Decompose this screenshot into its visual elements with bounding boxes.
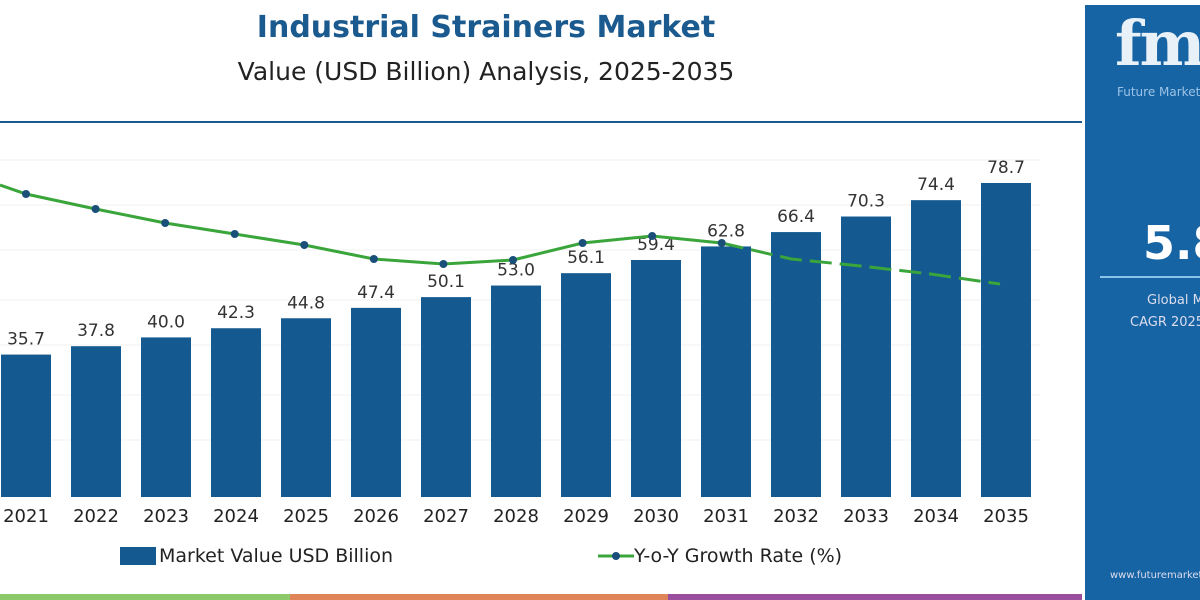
side-panel: fmi Future Market Insights 5.8% Global M… <box>1085 5 1200 600</box>
growth-marker-2029 <box>578 239 587 247</box>
website-url: www.futuremarketinsights.com <box>1110 570 1200 581</box>
x-tick-2022: 2022 <box>73 506 119 527</box>
x-tick-2023: 2023 <box>143 506 189 527</box>
bar-2023 <box>141 337 191 497</box>
stripe-orange <box>290 594 668 600</box>
cagr-label-2: CAGR 2025-2035 <box>1130 315 1200 330</box>
growth-line-dashed <box>721 241 1001 286</box>
data-label-2035: 78.7 <box>987 158 1025 178</box>
data-label-2027: 50.1 <box>427 272 465 292</box>
data-label-2031: 62.8 <box>707 221 745 241</box>
data-label-2022: 37.8 <box>77 321 115 341</box>
bar-2030 <box>631 260 681 497</box>
data-label-2025: 44.8 <box>287 293 325 313</box>
legend-line-label: Y-o-Y Growth Rate (%) <box>634 545 843 567</box>
bar-2024 <box>211 328 261 497</box>
legend-line: Y-o-Y Growth Rate (%) <box>598 545 842 567</box>
x-tick-2025: 2025 <box>283 506 329 527</box>
growth-line-solid <box>0 183 722 266</box>
bar-2027 <box>421 297 471 497</box>
legend-bar-swatch <box>120 547 156 565</box>
fmi-logo: fmi <box>1115 7 1200 80</box>
growth-marker-2028 <box>509 256 517 264</box>
bar-2025 <box>281 318 331 497</box>
x-tick-2033: 2033 <box>843 506 889 527</box>
x-tick-2030: 2030 <box>633 506 679 527</box>
x-tick-2035: 2035 <box>983 506 1029 527</box>
growth-marker-2030 <box>648 232 657 240</box>
x-tick-2029: 2029 <box>563 506 609 527</box>
legend-bar-label: Market Value USD Billion <box>159 545 394 567</box>
legend-bar: Market Value USD Billion <box>120 545 393 567</box>
bar-2035 <box>981 183 1031 497</box>
x-tick-2026: 2026 <box>353 506 399 527</box>
bar-2033 <box>841 216 891 497</box>
cagr-label-1: Global Market <box>1147 293 1200 308</box>
growth-marker-2026 <box>369 255 378 263</box>
title-divider <box>0 121 1082 123</box>
growth-marker-2031 <box>717 239 726 247</box>
bar-2029 <box>561 273 611 497</box>
bar-2028 <box>491 285 541 497</box>
stripe-green <box>0 594 290 600</box>
x-tick-2031: 2031 <box>703 506 749 527</box>
x-tick-2024: 2024 <box>213 506 259 527</box>
bar-2022 <box>71 346 121 497</box>
data-label-2034: 74.4 <box>917 175 955 195</box>
bar-2031 <box>701 246 751 497</box>
bar-2034 <box>911 200 961 497</box>
data-label-2028: 53.0 <box>497 261 535 281</box>
growth-marker-2021 <box>22 190 30 198</box>
brand-name: Future Market Insights <box>1117 85 1200 99</box>
growth-marker-2025 <box>300 241 309 249</box>
growth-marker-2024 <box>230 230 239 238</box>
x-tick-2021: 2021 <box>3 506 49 527</box>
bar-2026 <box>351 307 401 497</box>
data-label-2032: 66.4 <box>777 207 815 227</box>
legend-line-swatch <box>598 552 634 560</box>
side-divider <box>1100 276 1200 278</box>
data-label-2021: 35.7 <box>7 330 45 350</box>
bar-2021 <box>1 354 51 497</box>
chart-plot: 35.7 2021 37.8 2022 40.0 2023 42.3 2024 44.8 2025… <box>0 158 1040 527</box>
stripe-purple <box>668 594 1082 600</box>
chart-subtitle: Value (USD Billion) Analysis, 2025-2035 <box>237 57 735 86</box>
x-tick-2032: 2032 <box>773 506 819 527</box>
chart-title: Industrial Strainers Market <box>256 10 716 45</box>
data-label-2030: 59.4 <box>637 235 675 255</box>
x-tick-2028: 2028 <box>493 506 539 527</box>
growth-marker-2023 <box>161 219 170 227</box>
data-label-2024: 42.3 <box>217 303 255 323</box>
cagr-value: 5.8% <box>1143 216 1200 270</box>
data-label-2023: 40.0 <box>147 312 185 332</box>
x-tick-2034: 2034 <box>913 506 959 527</box>
x-tick-2027: 2027 <box>423 506 469 527</box>
data-label-2033: 70.3 <box>847 192 885 212</box>
bar-2032 <box>771 232 821 498</box>
data-label-2029: 56.1 <box>567 248 605 268</box>
growth-marker-2027 <box>439 260 448 268</box>
data-label-2026: 47.4 <box>357 283 395 303</box>
growth-marker-2022 <box>91 205 100 213</box>
